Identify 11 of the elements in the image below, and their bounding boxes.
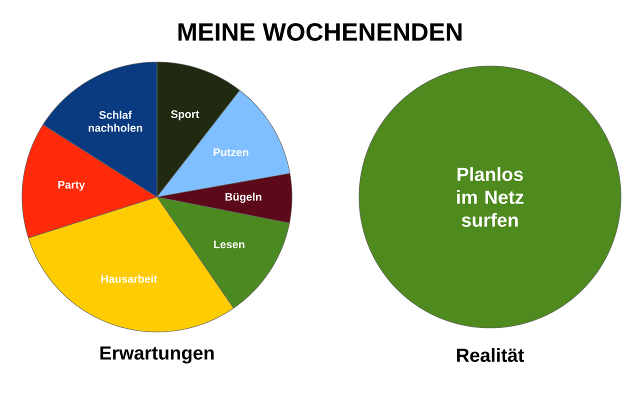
chart-title: MEINE WOCHENENDEN <box>178 23 462 41</box>
slice-label: Putzen <box>214 148 248 156</box>
slice-label: Schlaf nachholen <box>88 110 142 132</box>
slice-label: Party <box>58 181 85 191</box>
slice-label: Sport <box>171 110 200 120</box>
slice-label: Planlos im Netz surfen <box>457 167 524 227</box>
slice-label: Lesen <box>214 240 244 248</box>
text: Realität <box>457 348 524 362</box>
slice-label: Bügeln <box>226 192 262 203</box>
text: Erwartungen <box>100 346 214 364</box>
slice-label: Hausarbeit <box>101 274 158 283</box>
